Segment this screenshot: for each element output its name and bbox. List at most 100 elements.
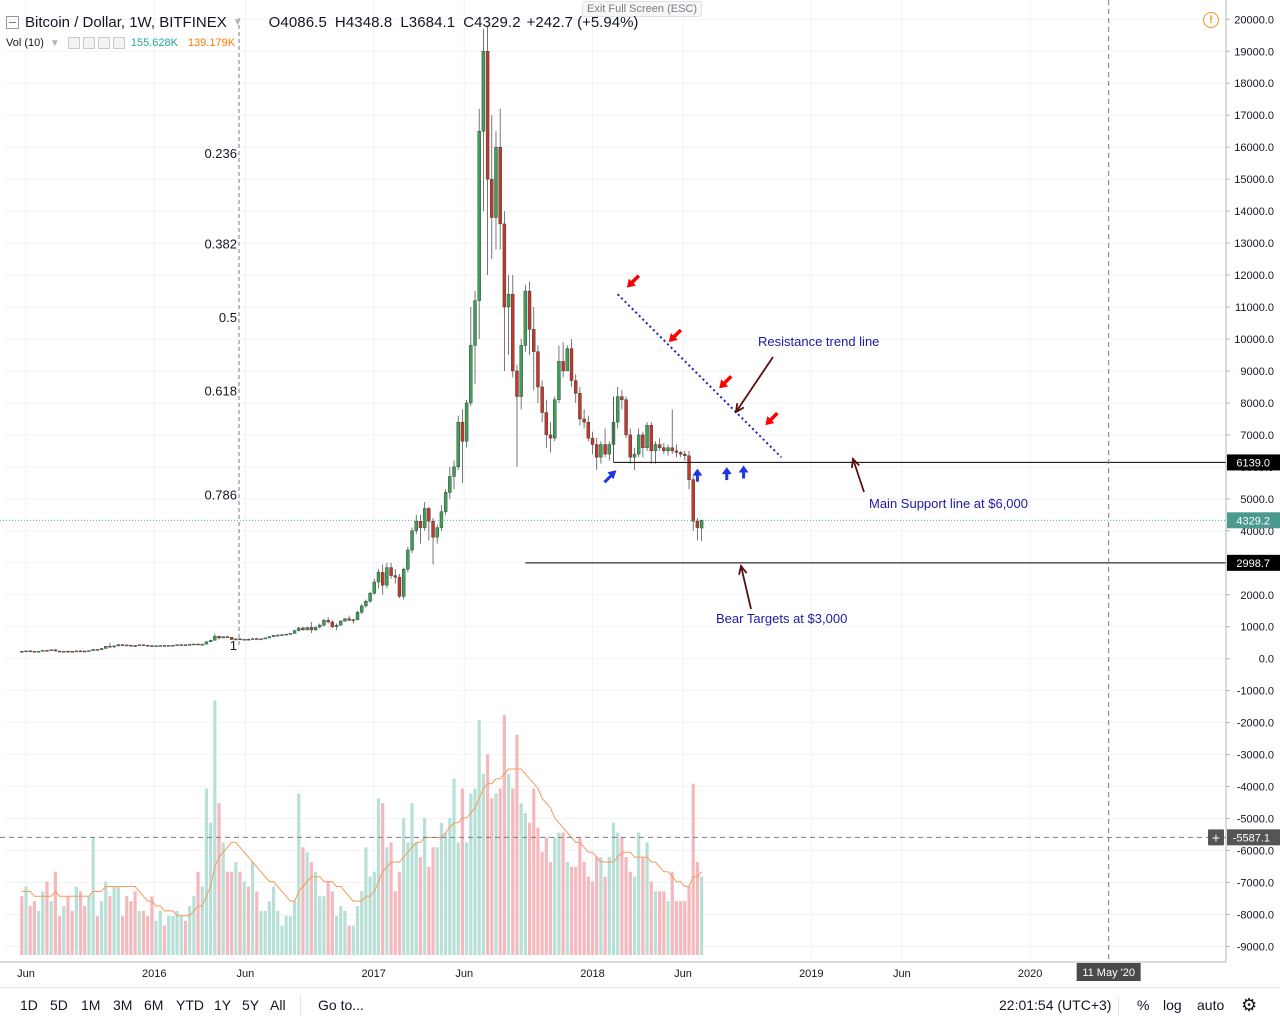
candle-body [452,466,456,477]
range-ytd[interactable]: YTD [176,997,204,1013]
volume-bar [28,906,32,955]
candle-body [406,549,410,570]
chart-canvas[interactable]: 0.236 0.382 0.5 0.618 0.786 1 Resistance tren… [0,0,1280,987]
volume-bar [146,915,150,955]
clock-display[interactable]: 22:01:54 (UTC+3) [999,997,1112,1013]
goto-button[interactable]: Go to... [318,997,364,1013]
candle-body [590,437,595,445]
candle-body [309,627,314,631]
volume-bar [70,910,74,955]
candle-body [657,444,662,448]
fibonacci-retracement[interactable]: 0.236 0.382 0.5 0.618 0.786 1 [204,18,240,653]
volume-bar [565,861,569,955]
price-label-text: 6139.0 [1236,457,1270,469]
candle-body [343,618,347,622]
candle-body [213,636,217,641]
range-1y[interactable]: 1Y [214,997,232,1013]
price-label-box[interactable] [1227,512,1280,529]
fib-level-label[interactable]: 1 [230,638,237,653]
price-tick-label: 0.0 [1259,654,1274,666]
symbol-title[interactable]: Bitcoin / Dollar, 1W, BITFINEX [25,13,227,31]
settings-icon[interactable] [82,37,95,49]
annotation-bear-target[interactable]: Bear Targets at $3,000 [716,611,847,626]
eye-icon[interactable] [67,37,80,49]
price-tick-label: -3000.0 [1237,750,1274,762]
candle-body [649,425,653,452]
time-tick-label: Jun [237,968,255,980]
add-icon[interactable] [97,37,110,49]
candle-body [536,351,540,388]
add-button[interactable] [1208,829,1224,846]
plus-icon[interactable]: + [1212,829,1220,845]
alert-icon[interactable]: ! [1203,12,1219,28]
close-icon[interactable] [112,37,125,49]
annotation-support[interactable]: Main Support line at $6,000 [869,496,1028,511]
volume-bar [397,871,402,955]
volume-bar [87,896,91,955]
fib-level-label[interactable]: 0.618 [204,383,237,398]
volume-ma-line [21,768,702,917]
candle-body [62,650,66,653]
auto-toggle[interactable]: auto [1197,997,1225,1013]
chevron-down-icon[interactable]: ▼ [49,37,60,49]
candle-body [57,650,62,653]
collapse-legend-icon[interactable] [6,15,19,29]
drawings[interactable]: Resistance trend line Main Support line a… [0,0,1226,962]
annotation-resistance[interactable]: Resistance trend line [758,334,879,349]
price-label-box[interactable] [1227,829,1280,846]
fib-level-label[interactable]: 0.786 [204,488,237,503]
time-tick-label: 2016 [142,968,166,980]
resistance-trend-line[interactable] [616,293,783,458]
volume-bar [532,788,536,955]
candle-body [263,637,267,640]
volume-bar [637,832,641,955]
chevron-down-icon[interactable]: ▼ [232,16,243,28]
candle-body [145,645,150,647]
volume-bar [494,793,498,955]
blue-arrow-icon [692,468,703,476]
candle-body [187,644,192,646]
fib-level-label[interactable]: 0.5 [219,310,237,325]
candle-body [87,650,91,652]
candle-body [305,627,309,631]
range-1d[interactable]: 1D [20,997,38,1013]
range-6m[interactable]: 6M [144,997,164,1013]
fib-level-label[interactable]: 0.236 [204,146,237,161]
volume-bar [305,852,309,955]
price-label-box[interactable] [1227,554,1280,571]
price-label-box[interactable] [1227,454,1280,471]
candle-body [112,645,116,648]
price-tick-label: -6000.0 [1237,846,1274,858]
log-toggle[interactable]: log [1163,997,1182,1013]
candle-body [288,633,293,635]
candle-body [225,636,230,638]
percent-toggle[interactable]: % [1137,997,1150,1013]
candle-body [217,636,221,639]
volume-bar [292,901,297,955]
range-1m[interactable]: 1M [81,997,101,1013]
range-5y[interactable]: 5Y [242,997,260,1013]
candle-body [179,644,183,646]
fib-level-label[interactable]: 0.382 [204,237,237,252]
exit-fullscreen-button[interactable]: Exit Full Screen (ESC) [582,1,703,17]
volume-bar [20,896,24,955]
candle-body [632,453,637,458]
blue-arrow-icon [721,467,732,475]
axes[interactable]: 20000.019000.018000.017000.016000.015000… [0,0,1280,987]
candle-body [691,479,695,522]
volume-bar [36,910,41,955]
range-3m[interactable]: 3M [113,997,133,1013]
candle-body [532,329,536,352]
candle-body [221,636,225,639]
range-all[interactable]: All [270,997,286,1013]
annotation-arrow-line [740,565,752,610]
volume-bar [99,901,104,955]
volume-bar [700,876,704,955]
range-5d[interactable]: 5D [50,997,68,1013]
volume-bar [561,832,565,955]
volume-label[interactable]: Vol (10) [6,37,44,49]
gear-icon[interactable]: ⚙ [1241,995,1258,1015]
volume-bar [91,837,95,955]
candle-body [515,370,519,397]
volume-bar [255,891,259,955]
